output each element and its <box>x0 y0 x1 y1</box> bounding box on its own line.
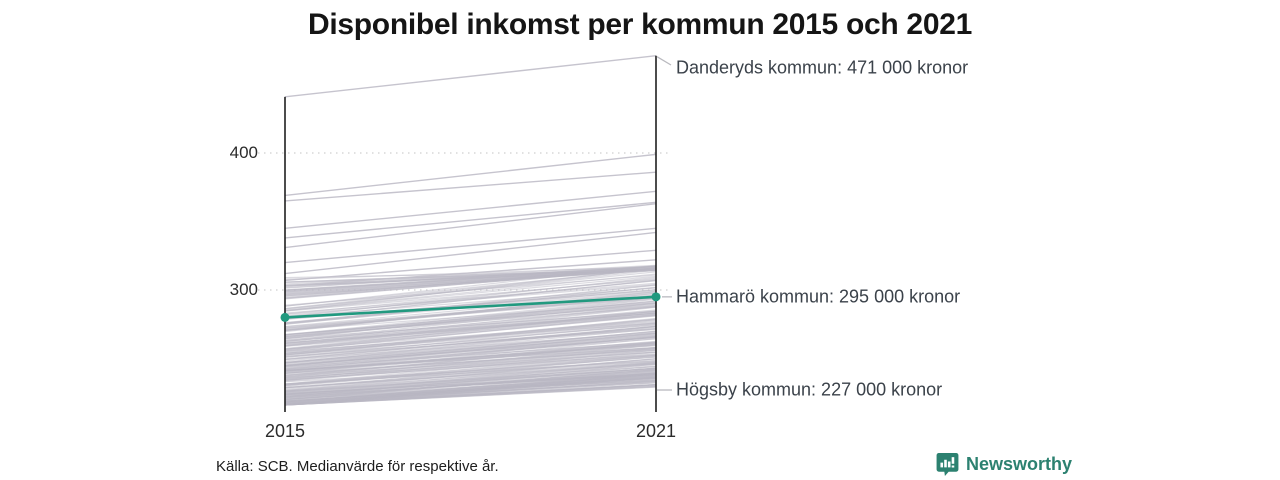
x-axis-tick-2015: 2015 <box>264 421 306 441</box>
y-axis-tick-300: 300 <box>229 280 258 299</box>
annotation-hammaro: Hammarö kommun: 295 000 kronor <box>676 286 961 307</box>
annotation-hogsby: Högsby kommun: 227 000 kronor <box>676 379 943 400</box>
newsworthy-logo-icon <box>936 453 959 476</box>
background-band-lines <box>284 264 657 406</box>
newsworthy-logo: Newsworthy <box>936 452 1072 477</box>
newsworthy-logo-text: Newsworthy <box>966 454 1073 474</box>
y-axis-tick-400: 400 <box>229 143 258 162</box>
annotation-danderyd: Danderyds kommun: 471 000 kronor <box>676 57 969 78</box>
axes <box>284 55 657 412</box>
chart-title: Disponibel inkomst per kommun 2015 och 2… <box>308 8 972 41</box>
source-note: Källa: SCB. Medianvärde för respektive å… <box>216 458 499 475</box>
highlight-line-hammaro <box>280 292 661 322</box>
annotation-leader-lines <box>656 56 672 391</box>
x-axis-tick-2021: 2021 <box>635 421 677 441</box>
upper-background-lines <box>284 55 657 287</box>
